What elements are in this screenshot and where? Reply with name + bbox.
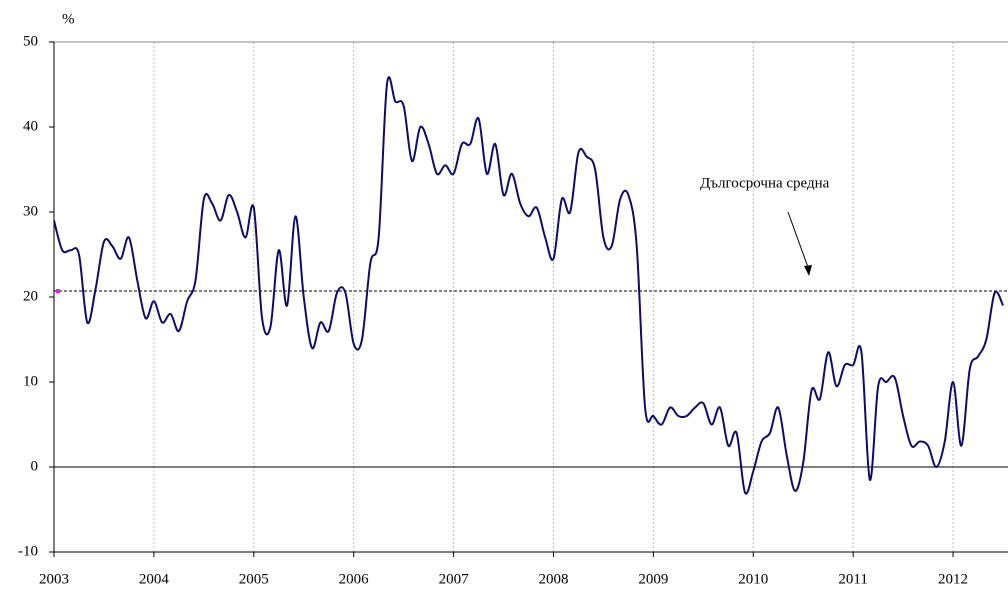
x-tick-label: 2005	[239, 571, 269, 587]
average-marker	[56, 289, 60, 294]
annotation-arrowhead	[804, 265, 812, 276]
data-line	[53, 76, 1004, 495]
annotation: Дългосрочна средна	[700, 175, 830, 191]
y-tick-label: 40	[23, 118, 38, 134]
x-tick-label: 2004	[139, 571, 170, 587]
y-tick-label: 0	[31, 458, 39, 474]
x-tick-label: 2010	[738, 571, 768, 587]
x-tick-label: 2012	[938, 571, 968, 587]
x-tick-label: 2008	[538, 571, 568, 587]
y-tick-label: 30	[23, 203, 38, 219]
x-tick-label: 2011	[838, 571, 867, 587]
y-tick-label: -10	[18, 543, 38, 559]
annotation-arrow	[787, 211, 810, 271]
x-tick-label: 2009	[638, 571, 668, 587]
y-tick-label: 10	[23, 373, 38, 389]
y-unit-label: %	[62, 11, 75, 27]
x-tick-label: 2003	[39, 571, 69, 587]
x-tick-label: 2007	[439, 571, 470, 587]
y-tick-label: 50	[23, 33, 38, 49]
y-tick-label: 20	[23, 288, 38, 304]
x-tick-label: 2006	[339, 571, 370, 587]
